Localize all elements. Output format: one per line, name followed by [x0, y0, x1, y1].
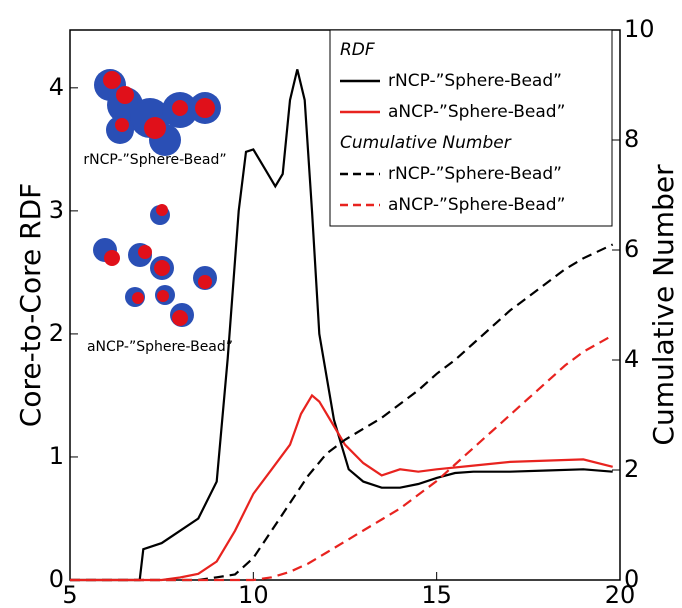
legend-entry: aNCP-”Sphere-Bead”: [388, 102, 565, 122]
y2-tick-label: 6: [624, 235, 639, 263]
y2-tick-label: 4: [624, 345, 639, 373]
legend-title: Cumulative Number: [340, 133, 512, 153]
legend-entry: aNCP-”Sphere-Bead”: [388, 195, 565, 215]
legend-title: RDF: [340, 40, 375, 60]
y-axis-label: Core-to-Core RDF: [14, 183, 47, 427]
y-tick-label: 2: [49, 319, 64, 347]
annotation: aNCP-”Sphere-Bead”: [87, 339, 233, 355]
line-series: [70, 334, 614, 582]
y2-axis-label: Cumulative Number: [647, 164, 680, 446]
line-series: [70, 243, 614, 582]
x-tick-label: 20: [605, 581, 636, 608]
y-tick-label: 4: [49, 73, 64, 101]
x-tick-label: 10: [238, 581, 269, 608]
legend-entry: rNCP-”Sphere-Bead”: [388, 71, 562, 91]
y2-tick-label: 8: [624, 125, 639, 153]
x-tick-label: 15: [421, 581, 452, 608]
y-tick-label: 3: [49, 196, 64, 224]
y2-tick-label: 0: [624, 565, 639, 593]
legend: [329, 29, 613, 227]
line-series: [70, 393, 613, 582]
y2-tick-label: 2: [624, 455, 639, 483]
y2-tick-label: 10: [624, 15, 655, 43]
y-tick-label: 1: [49, 442, 64, 470]
line-series: [70, 69, 613, 582]
inset-images: [93, 69, 221, 327]
y-tick-label: 0: [49, 565, 64, 593]
x-tick-label: 5: [62, 581, 77, 608]
legend-entry: rNCP-”Sphere-Bead”: [388, 164, 562, 184]
annotation: rNCP-”Sphere-Bead”: [83, 152, 226, 168]
